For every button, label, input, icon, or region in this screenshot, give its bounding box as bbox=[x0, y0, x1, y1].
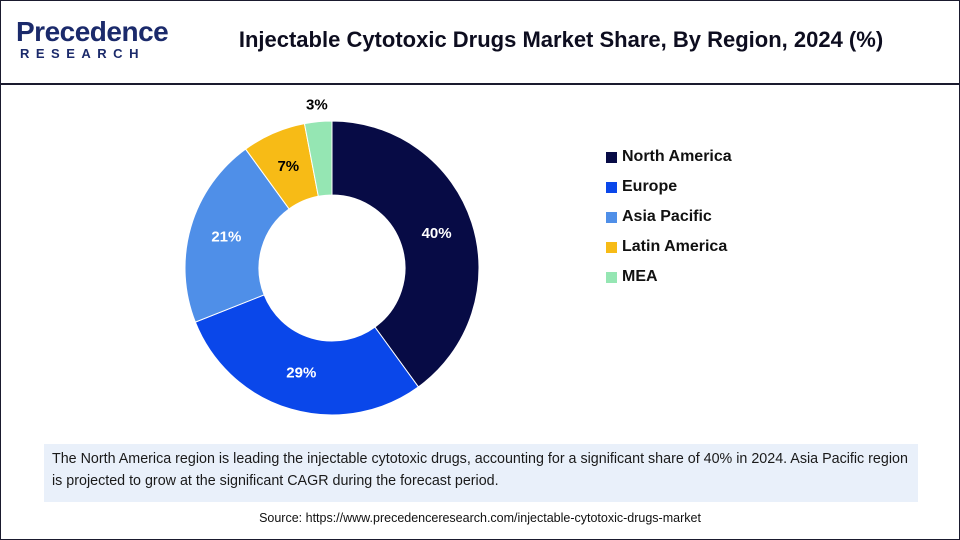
slice-label-north-america: 40% bbox=[422, 225, 452, 242]
slice-europe bbox=[194, 294, 420, 416]
donut-chart: 40% 29% 21% 7% 3% bbox=[184, 97, 480, 416]
slice-label-latin-america: 7% bbox=[277, 158, 299, 175]
header: Precedence RESEARCH Injectable Cytotoxic… bbox=[0, 0, 960, 83]
header-divider bbox=[0, 83, 960, 85]
chart-legend: North America Europe Asia Pacific Latin Ame… bbox=[606, 142, 732, 292]
legend-label-europe: Europe bbox=[622, 178, 678, 195]
slice-label-asia-pacific: 21% bbox=[211, 228, 241, 245]
logo-wordmark: Precedence bbox=[16, 16, 169, 47]
slice-mea bbox=[303, 120, 333, 197]
slice-asia-pacific bbox=[184, 148, 290, 323]
legend-item-north-america: North America bbox=[606, 142, 732, 172]
legend-item-europe: Europe bbox=[606, 172, 732, 202]
legend-label-latin-america: Latin America bbox=[622, 238, 728, 255]
legend-label-asia-pacific: Asia Pacific bbox=[622, 208, 712, 225]
legend-swatch-north-america bbox=[606, 151, 617, 163]
legend-swatch-latin-america bbox=[606, 241, 617, 253]
slice-label-europe: 29% bbox=[286, 365, 316, 382]
slice-north-america bbox=[331, 120, 480, 388]
legend-swatch-europe bbox=[606, 181, 617, 193]
source-citation: Source: https://www.precedenceresearch.c… bbox=[259, 511, 701, 525]
legend-item-asia-pacific: Asia Pacific bbox=[606, 202, 732, 232]
logo-subtitle: RESEARCH bbox=[20, 46, 145, 61]
slice-label-mea: 3% bbox=[306, 97, 328, 114]
legend-label-mea: MEA bbox=[622, 268, 658, 285]
legend-label-north-america: North America bbox=[622, 148, 732, 165]
summary-note: The North America region is leading the … bbox=[44, 444, 918, 502]
legend-swatch-asia-pacific bbox=[606, 211, 617, 223]
legend-item-mea: MEA bbox=[606, 262, 732, 292]
precedence-logo: Precedence RESEARCH bbox=[16, 16, 169, 66]
legend-swatch-mea bbox=[606, 271, 617, 283]
legend-item-latin-america: Latin America bbox=[606, 232, 732, 262]
chart-title: Injectable Cytotoxic Drugs Market Share,… bbox=[238, 27, 884, 52]
